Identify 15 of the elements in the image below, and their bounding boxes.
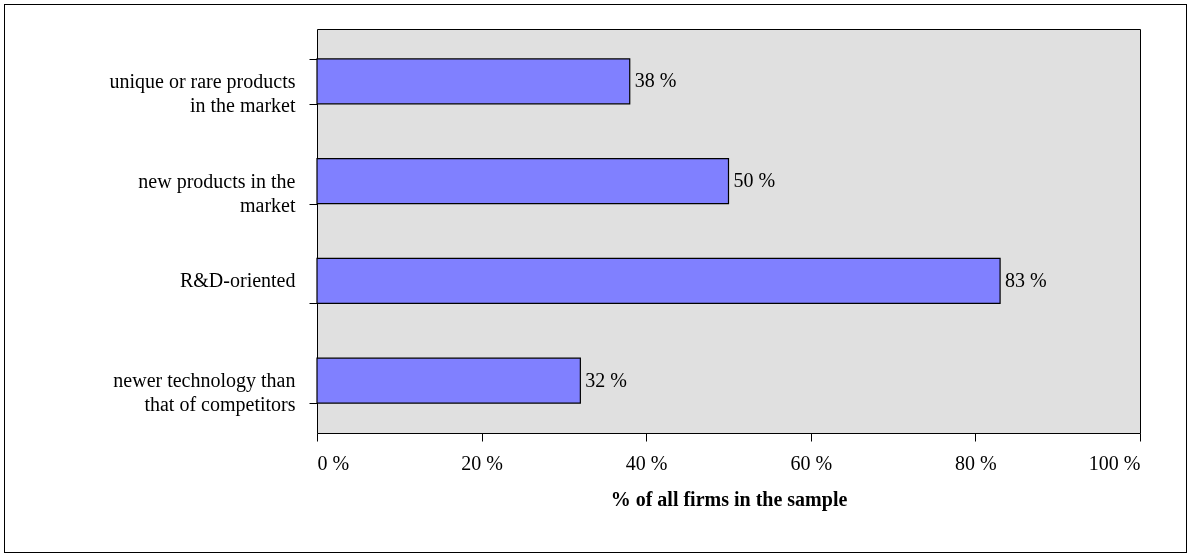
data-label: 32 %	[585, 368, 628, 391]
x-tick-label: 80 %	[955, 451, 997, 474]
y-tick-label: newer technology than that of competitors	[113, 369, 296, 417]
y-tick-label: new products in the market	[138, 169, 296, 216]
y-tick-label: unique or rare products in the market	[109, 69, 296, 116]
x-tick-label: 0 %	[317, 451, 350, 474]
data-label: 38 %	[634, 69, 677, 92]
data-label: 50 %	[733, 169, 776, 192]
y-tick-label: R&D-oriented	[179, 269, 296, 292]
x-axis-title: % of all firms in the sample	[610, 487, 848, 511]
x-tick-label: 40 %	[625, 451, 668, 474]
x-tick-label: 20 %	[461, 451, 503, 474]
x-tick-label: 100 %	[1088, 451, 1141, 474]
x-tick-label: 60 %	[790, 451, 833, 474]
data-label: 83 %	[1005, 268, 1047, 291]
